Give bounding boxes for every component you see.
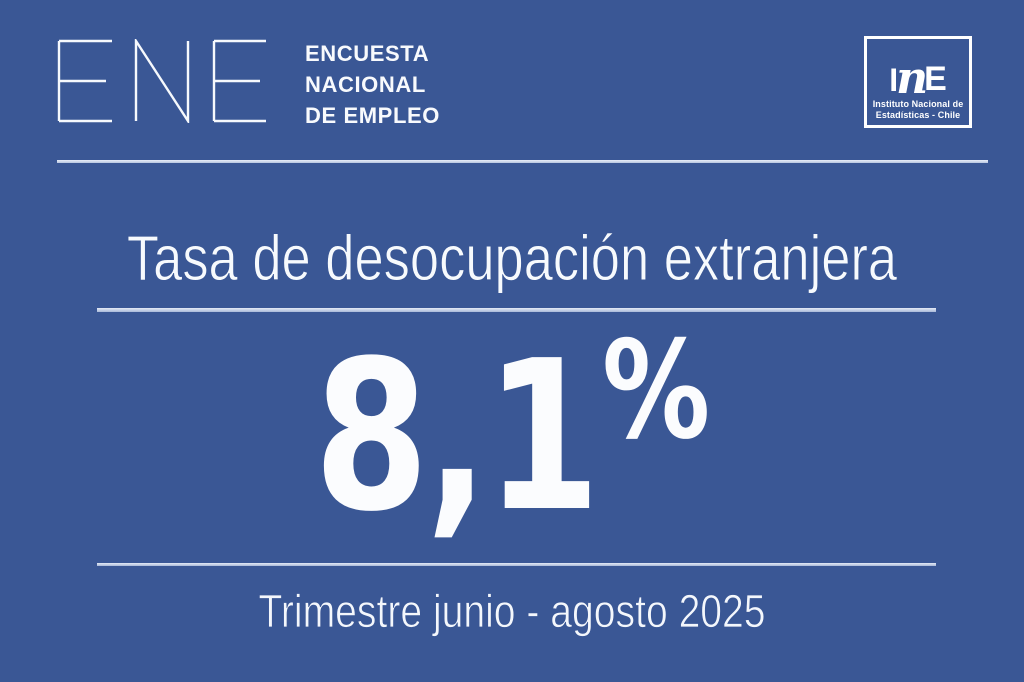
ine-mark-letter-n: n [896, 52, 929, 104]
ene-logo [57, 39, 266, 123]
title-underline-rule [97, 308, 936, 312]
ene-letter-e1 [57, 39, 112, 123]
ine-logo-mark: I n E [889, 52, 947, 104]
header-rule [57, 160, 988, 163]
survey-name-line: NACIONAL [305, 72, 426, 97]
survey-name: ENCUESTA NACIONAL DE EMPLEO [305, 38, 440, 131]
value-underline-rule [97, 563, 936, 566]
ine-institution-line: Instituto Nacional de [872, 99, 964, 109]
ine-mark-letter-e: E [924, 60, 947, 98]
stat-unit-percent: % [602, 312, 711, 469]
survey-name-line: ENCUESTA [305, 41, 430, 66]
ene-letter-e2 [212, 39, 266, 123]
stat-value-row: 8,1 % [102, 316, 921, 557]
ine-logo: I n E Instituto Nacional de Estadísticas… [864, 36, 972, 128]
ine-institution-line: Estadísticas - Chile [875, 109, 961, 120]
ine-institution-name: Instituto Nacional de Estadísticas - Chi… [873, 99, 964, 120]
survey-name-line: DE EMPLEO [305, 103, 440, 128]
ine-mark-letter-i: I [889, 62, 899, 98]
stat-value: 8,1 [313, 316, 601, 557]
ene-letter-n [134, 39, 190, 123]
stat-title: Tasa de desocupación extranjera [126, 222, 898, 294]
stat-period: Trimestre junio - agosto 2025 [258, 585, 766, 637]
